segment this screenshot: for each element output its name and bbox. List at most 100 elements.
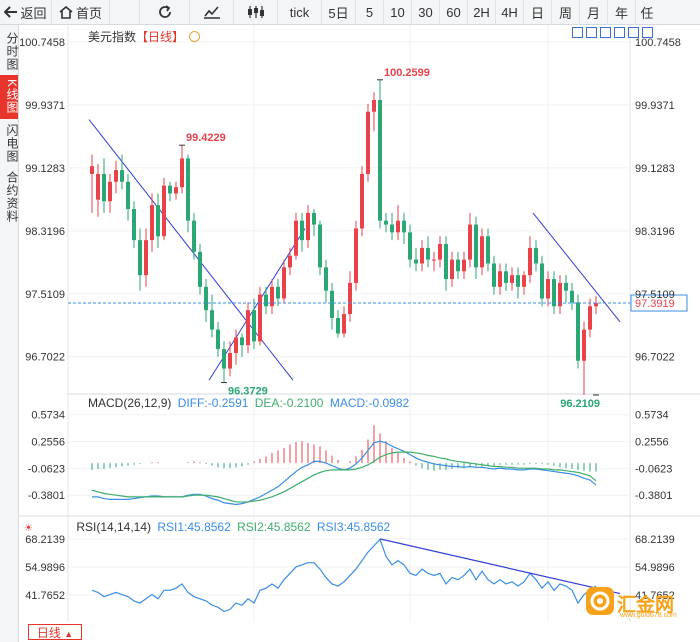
zoom-in-icon[interactable] — [600, 27, 611, 38]
candle-body — [588, 306, 592, 330]
candle-body — [384, 220, 388, 225]
macd-y-label-right: -0.3801 — [635, 490, 672, 502]
rsi-trendline — [379, 538, 621, 595]
candle-body — [126, 181, 130, 209]
candle-body — [426, 247, 430, 260]
candle-body — [456, 259, 460, 272]
pan-right-icon[interactable] — [586, 27, 597, 38]
candle-body — [516, 275, 520, 287]
candle-body — [240, 337, 244, 346]
period-day[interactable]: 日 — [524, 0, 552, 24]
period-60min[interactable]: 60 — [440, 0, 468, 24]
candle-body — [576, 302, 580, 361]
candle-body — [156, 205, 160, 237]
candle-body — [558, 282, 562, 307]
settings-icon[interactable]: ☀ — [24, 523, 33, 534]
candle-body — [132, 209, 136, 241]
macd-y-label-left: -0.3801 — [28, 490, 65, 502]
reset-icon[interactable] — [628, 27, 639, 38]
sidebar: 分时图 K线图 闪电图 合约资料 — [0, 25, 19, 642]
candle-body — [498, 271, 502, 287]
watermark-text: 汇金网 — [617, 595, 675, 616]
main-y-label-left: 97.5109 — [25, 289, 65, 301]
pan-left-icon[interactable] — [572, 27, 583, 38]
main-y-label-right: 96.7022 — [635, 352, 675, 364]
candle-body — [312, 212, 316, 225]
candle-body — [324, 267, 328, 291]
candle-body — [432, 259, 436, 261]
candle-body — [462, 259, 466, 272]
candle-body — [444, 244, 448, 280]
candle-body — [396, 220, 400, 233]
rsi-rsi2-value: RSI2:45.8562 — [237, 520, 311, 534]
watermark-logo — [586, 587, 614, 615]
home-spacer — [110, 0, 140, 24]
period-tag: 【日线】 — [136, 30, 185, 44]
home-icon — [59, 5, 73, 19]
period-5min[interactable]: 5 — [356, 0, 384, 24]
candle-body — [546, 279, 550, 299]
candle-body — [252, 310, 256, 342]
candle-body — [216, 329, 220, 350]
caret-up-icon: ▲ — [64, 629, 74, 639]
macd-panel — [91, 425, 597, 506]
candle-body — [348, 282, 352, 315]
candle-body — [288, 255, 292, 268]
macd-header: MACD(26,12,9) DIFF:-0.2591 DEA:-0.2100 M… — [88, 396, 409, 410]
candle-body — [522, 275, 526, 287]
candle-body — [582, 329, 586, 361]
period-30min[interactable]: 30 — [412, 0, 440, 24]
candle-body — [318, 224, 322, 268]
candle-body — [168, 185, 172, 194]
chart-type-line-button[interactable] — [190, 0, 234, 24]
macd-y-label-right: 0.5734 — [635, 410, 669, 422]
rsi-header: ☀ RSI(14,14,14) RSI1:45.8562 RSI2:45.856… — [24, 520, 390, 534]
period-week[interactable]: 周 — [552, 0, 580, 24]
candle-body — [552, 279, 556, 307]
price-tag-box — [630, 294, 688, 312]
sidebar-item-timeshare[interactable]: 分时图 — [5, 31, 19, 71]
chart-type-candle-button[interactable] — [234, 0, 278, 24]
candle-body — [222, 349, 226, 369]
candle-body — [96, 173, 100, 200]
period-10min[interactable]: 10 — [384, 0, 412, 24]
home-button[interactable]: 首页 — [52, 0, 110, 24]
zoom-icon[interactable] — [189, 31, 201, 42]
candle-body — [480, 236, 484, 268]
home-label: 首页 — [75, 5, 102, 21]
candle-body — [534, 247, 538, 264]
rsi-line — [91, 538, 597, 613]
period-5d[interactable]: 5日 — [322, 0, 356, 24]
period-month[interactable]: 月 — [580, 0, 608, 24]
period-year[interactable]: 年 — [608, 0, 636, 24]
candle-body — [594, 303, 598, 307]
candle-body — [204, 286, 208, 311]
candle-body — [372, 100, 376, 112]
back-arrow-icon — [4, 6, 18, 18]
refresh-button[interactable] — [140, 0, 190, 24]
zoom-out-icon[interactable] — [614, 27, 625, 38]
period-2h[interactable]: 2H — [468, 0, 496, 24]
candle-body — [144, 240, 148, 276]
axis-labels: 2025/072025/082025/09100.7458100.745899.… — [19, 37, 681, 602]
sidebar-item-kline[interactable]: K线图 — [0, 75, 19, 119]
period-4h[interactable]: 4H — [496, 0, 524, 24]
candle-body — [450, 259, 454, 280]
trendline — [532, 212, 621, 323]
chart-grid — [19, 25, 700, 622]
bottom-bar — [19, 622, 700, 642]
sidebar-item-flash[interactable]: 闪电图 — [5, 123, 19, 163]
rsi-y-label-left: 54.9896 — [25, 562, 65, 574]
candle-body — [294, 220, 298, 256]
sidebar-item-contract[interactable]: 合约资料 — [5, 171, 19, 223]
candle-body — [420, 247, 424, 264]
back-button[interactable]: 返回 — [0, 0, 52, 24]
candle-body — [510, 275, 514, 283]
draw-line-icon[interactable] — [642, 27, 653, 38]
candle-body — [114, 170, 118, 182]
period-custom[interactable]: 任 — [640, 5, 654, 21]
main-y-label-right: 99.9371 — [635, 100, 675, 112]
main-y-label-left: 99.9371 — [25, 100, 65, 112]
tick-button[interactable]: tick — [278, 0, 322, 24]
period-select-button[interactable]: 日线 ▲ — [28, 624, 82, 640]
